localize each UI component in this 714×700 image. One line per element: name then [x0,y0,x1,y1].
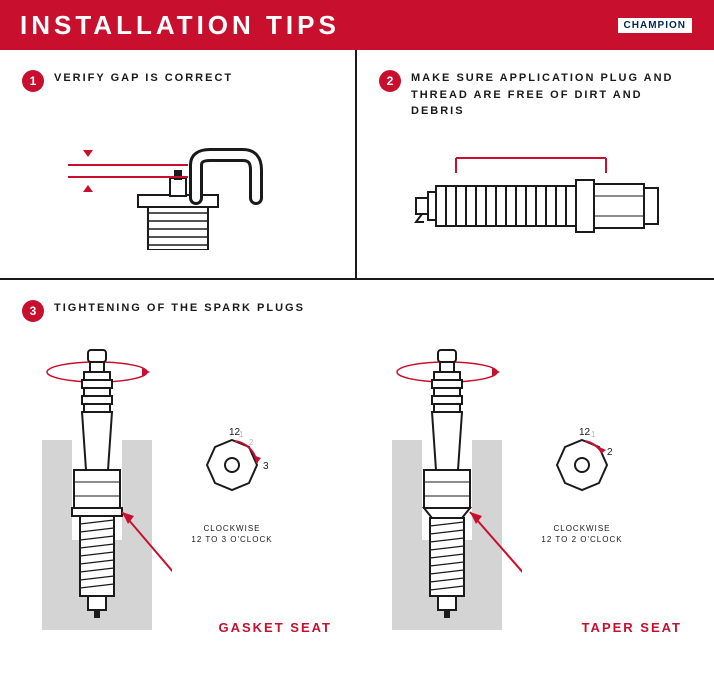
gasket-clock: 12 3 1 2 CLOCKWISE 12 TO 3 O'CLOCK [187,425,277,545]
gasket-seat-label: GASKET SEAT [219,620,333,635]
brand-logo: CHAMPION [616,16,694,35]
gap-svg [48,110,308,250]
clock-3: 3 [263,461,269,472]
step-2-panel: 2 MAKE SURE APPLICATION PLUG AND THREAD … [357,50,714,278]
step-3-panel: 3 TIGHTENING OF THE SPARK PLUGS [0,280,714,650]
taper-seat-label: TAPER SEAT [582,620,682,635]
taper-clock-label: CLOCKWISE 12 TO 2 O'CLOCK [537,523,627,545]
svg-text:2: 2 [607,447,613,458]
step-1-panel: 1 VERIFY GAP IS CORRECT [0,50,357,278]
gasket-plug-svg [22,340,172,630]
step-3-badge: 3 [22,300,44,322]
step-2-text: MAKE SURE APPLICATION PLUG AND THREAD AR… [411,70,692,120]
taper-range: 12 TO 2 O'CLOCK [541,535,622,544]
step-2-heading: 2 MAKE SURE APPLICATION PLUG AND THREAD … [379,70,692,120]
svg-text:12: 12 [579,427,591,438]
taper-plug-svg [372,340,522,630]
gasket-range: 12 TO 3 O'CLOCK [191,535,272,544]
step-2-badge: 2 [379,70,401,92]
step-1-heading: 1 VERIFY GAP IS CORRECT [22,70,333,92]
header: INSTALLATION TIPS CHAMPION [0,0,714,50]
top-panels: 1 VERIFY GAP IS CORRECT [0,50,714,280]
step-3-heading: 3 TIGHTENING OF THE SPARK PLUGS [22,300,692,322]
gasket-clock-svg: 12 3 1 2 [187,425,277,515]
taper-cw: CLOCKWISE [553,524,610,533]
svg-text:1: 1 [591,430,596,439]
taper-plug-panel: 12 2 1 CLOCKWISE 12 TO 2 O'CLOCK TAPER S… [372,340,692,630]
svg-text:2: 2 [249,438,254,447]
step-1-text: VERIFY GAP IS CORRECT [54,70,233,87]
thread-diagram [379,138,692,258]
taper-clock-svg: 12 2 1 [537,425,627,515]
gasket-plug-panel: 12 3 1 2 CLOCKWISE 12 TO 3 O'CLOCK GASKE… [22,340,342,630]
gasket-clock-label: CLOCKWISE 12 TO 3 O'CLOCK [187,523,277,545]
page-title: INSTALLATION TIPS [20,10,340,41]
taper-clock: 12 2 1 CLOCKWISE 12 TO 2 O'CLOCK [537,425,627,545]
step-3-text: TIGHTENING OF THE SPARK PLUGS [54,300,305,317]
step-1-badge: 1 [22,70,44,92]
gasket-cw: CLOCKWISE [203,524,260,533]
spark-plugs-row: 12 3 1 2 CLOCKWISE 12 TO 3 O'CLOCK GASKE… [22,340,692,630]
thread-svg [386,138,686,258]
gap-diagram [22,110,333,250]
svg-text:1: 1 [239,430,244,439]
